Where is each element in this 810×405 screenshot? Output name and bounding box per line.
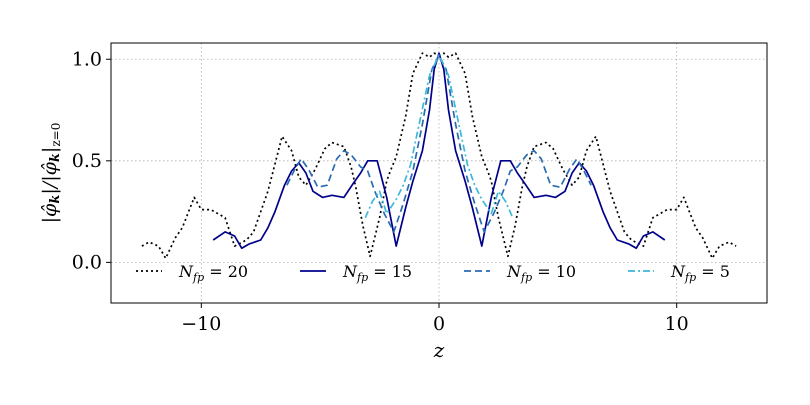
x-tick-label: 10	[665, 313, 689, 335]
legend-label-4: Nfp = 5	[670, 262, 730, 284]
y-tick-label: 1.0	[72, 48, 102, 70]
axis-ticks: −10 0 10 0.0 0.5 1.0	[72, 48, 689, 335]
legend-label-1: Nfp = 20	[178, 262, 248, 284]
series-line-2	[212, 52, 666, 250]
y-axis-label-text: |φ̂k|/|φ̂k|z=0	[39, 123, 63, 224]
series-line-3	[286, 54, 592, 233]
legend-label-3: Nfp = 10	[506, 262, 576, 284]
plot-series	[141, 52, 737, 260]
x-tick-label: −10	[181, 313, 221, 335]
series-line-4	[364, 54, 514, 219]
y-tick-label: 0.5	[72, 150, 102, 172]
legend-label-2: Nfp = 15	[342, 262, 412, 284]
y-axis-label: |φ̂k|/|φ̂k|z=0	[39, 123, 63, 224]
x-tick-label: 0	[433, 313, 445, 335]
x-axis-label: z	[433, 338, 445, 362]
y-tick-label: 0.0	[72, 251, 102, 273]
grid	[111, 43, 767, 303]
legend: Nfp = 20 Nfp = 15 Nfp = 10 Nfp = 5	[136, 262, 730, 284]
